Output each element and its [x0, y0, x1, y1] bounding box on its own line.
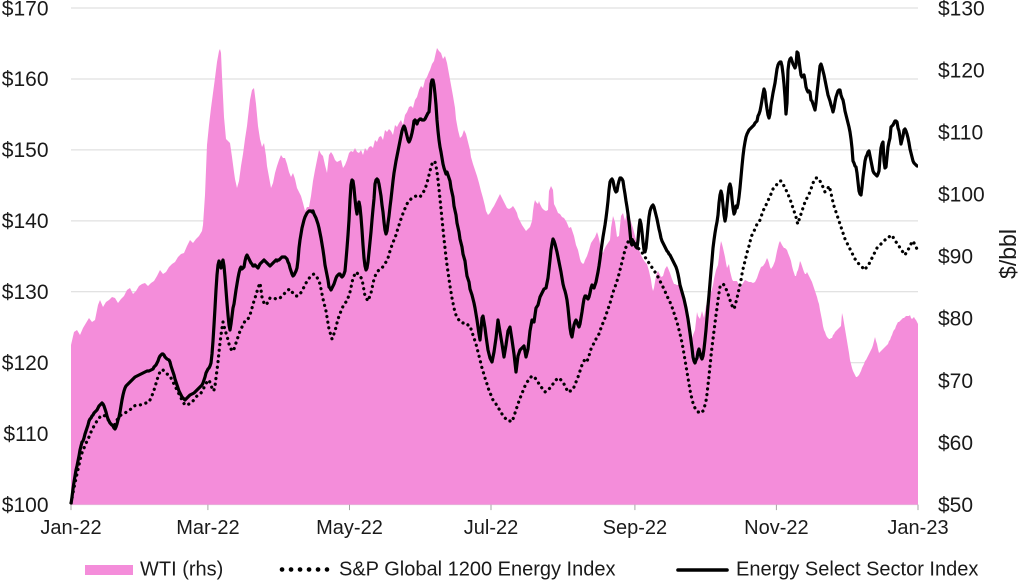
svg-text:$80: $80: [938, 308, 973, 331]
svg-text:$90: $90: [938, 246, 973, 269]
svg-text:$170: $170: [2, 0, 49, 20]
svg-text:Mar-22: Mar-22: [176, 517, 239, 539]
svg-text:$50: $50: [938, 494, 973, 517]
svg-text:Jul-22: Jul-22: [464, 517, 518, 539]
svg-text:$100: $100: [938, 184, 985, 207]
svg-text:$140: $140: [2, 210, 49, 233]
svg-text:$120: $120: [2, 352, 49, 375]
svg-text:May-22: May-22: [316, 517, 383, 539]
svg-text:$130: $130: [2, 281, 49, 304]
svg-text:$110: $110: [3, 423, 48, 446]
svg-text:$60: $60: [938, 432, 973, 455]
svg-text:Jan-22: Jan-22: [40, 517, 101, 539]
svg-text:$70: $70: [938, 370, 973, 393]
svg-text:$130: $130: [938, 0, 985, 20]
svg-text:Jan-23: Jan-23: [887, 517, 948, 539]
svg-text:$160: $160: [2, 68, 49, 91]
svg-text:$110: $110: [938, 122, 983, 145]
svg-text:$150: $150: [2, 139, 49, 162]
svg-text:$100: $100: [2, 494, 49, 517]
svg-text:Energy Select Sector Index: Energy Select Sector Index: [736, 559, 978, 581]
svg-text:$120: $120: [938, 59, 985, 82]
svg-text:Sep-22: Sep-22: [603, 517, 668, 539]
svg-text:WTI (rhs): WTI (rhs): [140, 559, 223, 581]
svg-text:S&P Global 1200 Energy Index: S&P Global 1200 Energy Index: [339, 559, 615, 581]
svg-text:$/bbl: $/bbl: [995, 229, 1020, 279]
svg-text:Nov-22: Nov-22: [744, 517, 808, 539]
